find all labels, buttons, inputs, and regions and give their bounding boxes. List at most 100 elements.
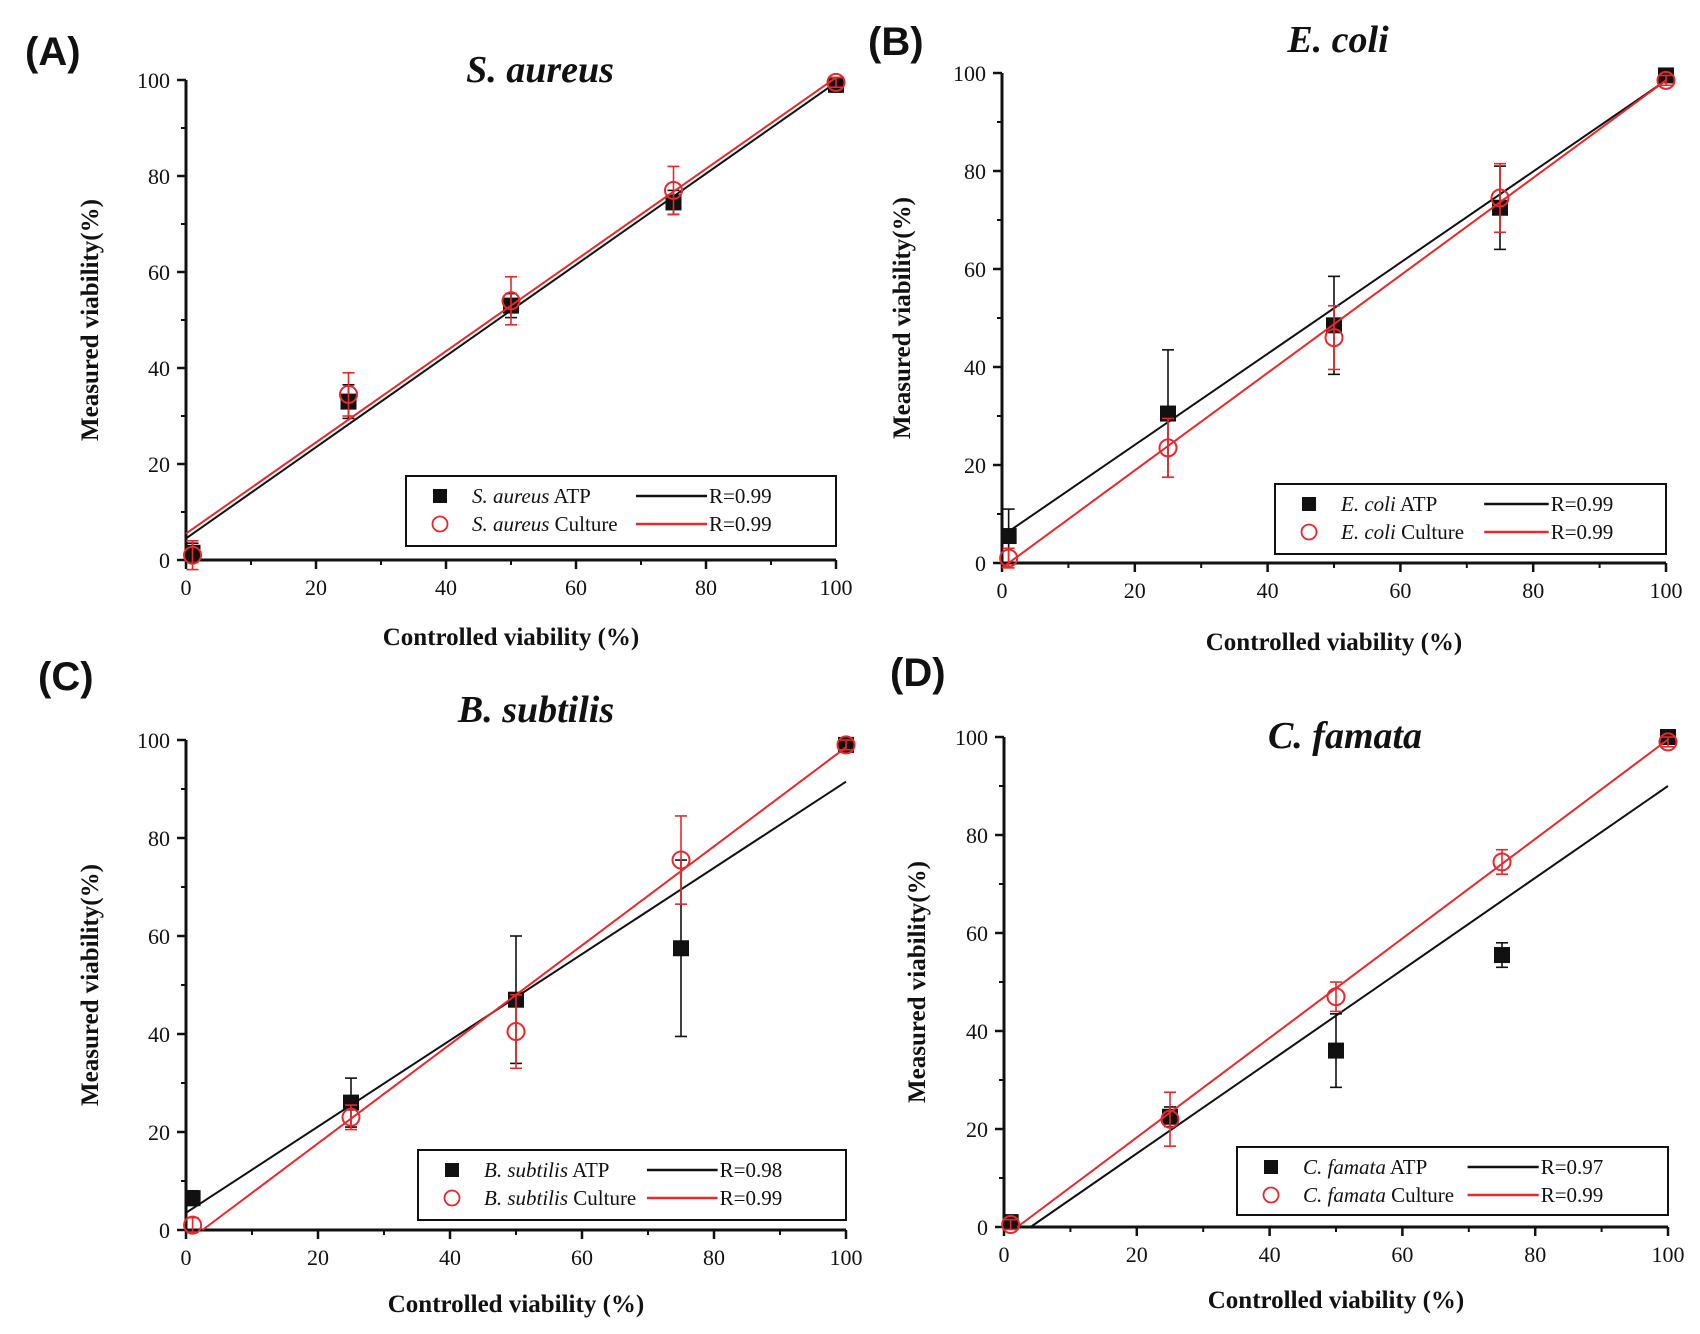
chart-b-y-tick-label: 0 [975, 551, 986, 576]
chart-d-x-tick-label: 80 [1524, 1242, 1546, 1267]
chart-a-x-axis-title: Controlled viability (%) [383, 624, 639, 651]
chart-c-y-tick-label: 60 [148, 924, 170, 949]
chart-d-atp-point [1328, 1042, 1344, 1059]
chart-b-legend-atp-marker [1302, 497, 1316, 511]
chart-b-legend-culture-label: E. coli Culture [1340, 520, 1464, 544]
chart-d-culture-point [1001, 1215, 1021, 1235]
chart-c-legend-culture-marker [443, 1189, 461, 1207]
chart-d-legend-culture-r-value: R=0.99 [1541, 1183, 1604, 1207]
chart-b-title: E. coli [1286, 19, 1389, 61]
chart-c-x-axis-title: Controlled viability (%) [388, 1291, 644, 1318]
chart-b-y-tick-label: 100 [953, 61, 986, 86]
chart-c-culture-fit-line [201, 746, 847, 1231]
chart-c-y-tick-label: 0 [159, 1218, 170, 1243]
chart-b-y-tick-label: 80 [964, 159, 986, 184]
chart-a-y-axis-title: Measured viability(%) [77, 199, 104, 441]
chart-b-culture-point [1656, 70, 1676, 90]
chart-b-x-axis-title: Controlled viability (%) [1206, 629, 1462, 656]
chart-c: (C) B. subtilis 0 20 40 60 80 100 0 20 40 60 80 100 Co… [38, 655, 863, 1318]
chart-a: (A) S. aureus 0 20 40 60 80 100 0 20 40 60 80 100 Cont… [25, 30, 853, 651]
chart-c-legend-box [417, 1149, 847, 1221]
chart-c-culture-point [183, 1215, 203, 1235]
chart-c-legend-atp-marker [445, 1163, 459, 1177]
chart-d-y-axis-title: Measured viability(%) [904, 861, 931, 1103]
chart-d-y-tick-label: 0 [977, 1215, 988, 1240]
chart-b-y-tick-label: 20 [964, 453, 986, 478]
chart-a-legend-atp-r-value: R=0.99 [709, 484, 772, 508]
chart-b-x-tick-label: 40 [1257, 578, 1279, 603]
chart-c-atp-point [184, 1190, 201, 1207]
chart-a-y-tick-label: 60 [148, 260, 170, 285]
chart-c-legend-culture-r-value: R=0.99 [720, 1186, 783, 1210]
chart-b-x-tick-label: 0 [997, 578, 1008, 603]
chart-c-culture-point [671, 850, 691, 870]
chart-a-legend: S. aureus ATP R=0.99 S. aureus Culture R=0.… [405, 475, 837, 547]
chart-b-panel-letter: (B) [868, 20, 924, 64]
chart-c-atp-point [673, 940, 689, 957]
chart-d-x-tick-label: 60 [1391, 1242, 1413, 1267]
chart-b-x-tick-label: 20 [1124, 578, 1146, 603]
chart-d: (D) C. famata 0 20 40 60 80 100 0 20 40 60 80 100 Cont… [890, 651, 1685, 1314]
chart-a-legend-culture-marker [431, 515, 449, 533]
chart-c-x-tick-label: 40 [439, 1245, 461, 1270]
chart-c-culture-point [506, 1022, 526, 1042]
chart-b-y-axis-title: Measured viability(%) [889, 197, 916, 439]
chart-d-atp-fit-line [1029, 785, 1669, 1228]
chart-a-culture-point [826, 72, 846, 92]
chart-b-legend-atp-label: E. coli ATP [1340, 492, 1437, 516]
chart-d-x-axis-title: Controlled viability (%) [1208, 1287, 1464, 1314]
chart-d-culture-point [1492, 852, 1512, 872]
chart-a-title: S. aureus [466, 49, 614, 91]
chart-b-legend-culture-marker [1300, 523, 1318, 541]
chart-a-y-tick-label: 80 [148, 164, 170, 189]
chart-c-title: B. subtilis [457, 689, 614, 731]
chart-d-legend-culture-label: C. famata Culture [1303, 1183, 1454, 1207]
chart-b-x-tick-label: 100 [1650, 578, 1683, 603]
chart-c-x-tick-label: 20 [307, 1245, 329, 1270]
chart-c-x-tick-label: 60 [571, 1245, 593, 1270]
chart-d-legend: C. famata ATP R=0.97 C. famata Culture R=0.… [1236, 1146, 1669, 1216]
chart-d-legend-box [1236, 1146, 1669, 1216]
chart-c-legend-culture-label: B. subtilis Culture [484, 1186, 636, 1210]
chart-a-culture-point [664, 180, 683, 200]
chart-a-y-tick-label: 100 [137, 68, 170, 93]
chart-d-y-tick-label: 100 [955, 725, 988, 750]
chart-a-y-tick-label: 0 [159, 548, 170, 573]
chart-b-legend: E. coli ATP R=0.99 E. coli Culture R=0.99 [1274, 483, 1667, 555]
chart-c-y-tick-label: 20 [148, 1120, 170, 1145]
chart-d-title: C. famata [1268, 715, 1422, 757]
chart-b-legend-culture-r-value: R=0.99 [1551, 520, 1614, 544]
chart-d-x-tick-label: 100 [1652, 1242, 1685, 1267]
chart-d-legend-culture-marker [1262, 1186, 1280, 1204]
chart-d-culture-point [1658, 732, 1678, 752]
chart-a-culture-point [339, 384, 358, 404]
chart-c-legend-atp-label: B. subtilis ATP [484, 1158, 609, 1182]
chart-c-culture-point [836, 735, 856, 755]
chart-b-legend-atp-r-value: R=0.99 [1551, 492, 1614, 516]
chart-a-legend-box [405, 475, 837, 547]
chart-c-atp-point [343, 1094, 359, 1111]
chart-d-legend-atp-marker [1264, 1160, 1278, 1174]
chart-d-culture-fit-line [1016, 738, 1669, 1228]
chart-c-culture-point [341, 1107, 361, 1127]
chart-c-legend-atp-r-value: R=0.98 [720, 1158, 783, 1182]
chart-d-y-tick-label: 80 [966, 823, 988, 848]
chart-a-legend-atp-label: S. aureus ATP [472, 484, 591, 508]
chart-c-x-tick-label: 100 [830, 1245, 863, 1270]
chart-d-x-tick-label: 20 [1126, 1242, 1148, 1267]
chart-c-x-tick-label: 80 [703, 1245, 725, 1270]
chart-a-culture-point [501, 291, 521, 311]
chart-d-culture-point [1326, 987, 1346, 1007]
chart-a-x-tick-label: 40 [435, 575, 457, 600]
chart-a-y-tick-label: 20 [148, 452, 170, 477]
chart-b-y-tick-label: 40 [964, 355, 986, 380]
chart-b: (B) E. coli 0 20 40 60 80 100 0 20 40 60 80 100 Contro… [868, 19, 1683, 656]
chart-a-x-tick-label: 60 [565, 575, 587, 600]
chart-b-culture-point [999, 548, 1019, 568]
chart-d-y-tick-label: 40 [966, 1019, 988, 1044]
chart-b-culture-point [1324, 328, 1344, 348]
chart-b-atp-point [1160, 405, 1176, 422]
chart-a-legend-culture-label: S. aureus Culture [472, 512, 618, 536]
chart-c-y-axis-title: Measured viability(%) [77, 864, 104, 1106]
